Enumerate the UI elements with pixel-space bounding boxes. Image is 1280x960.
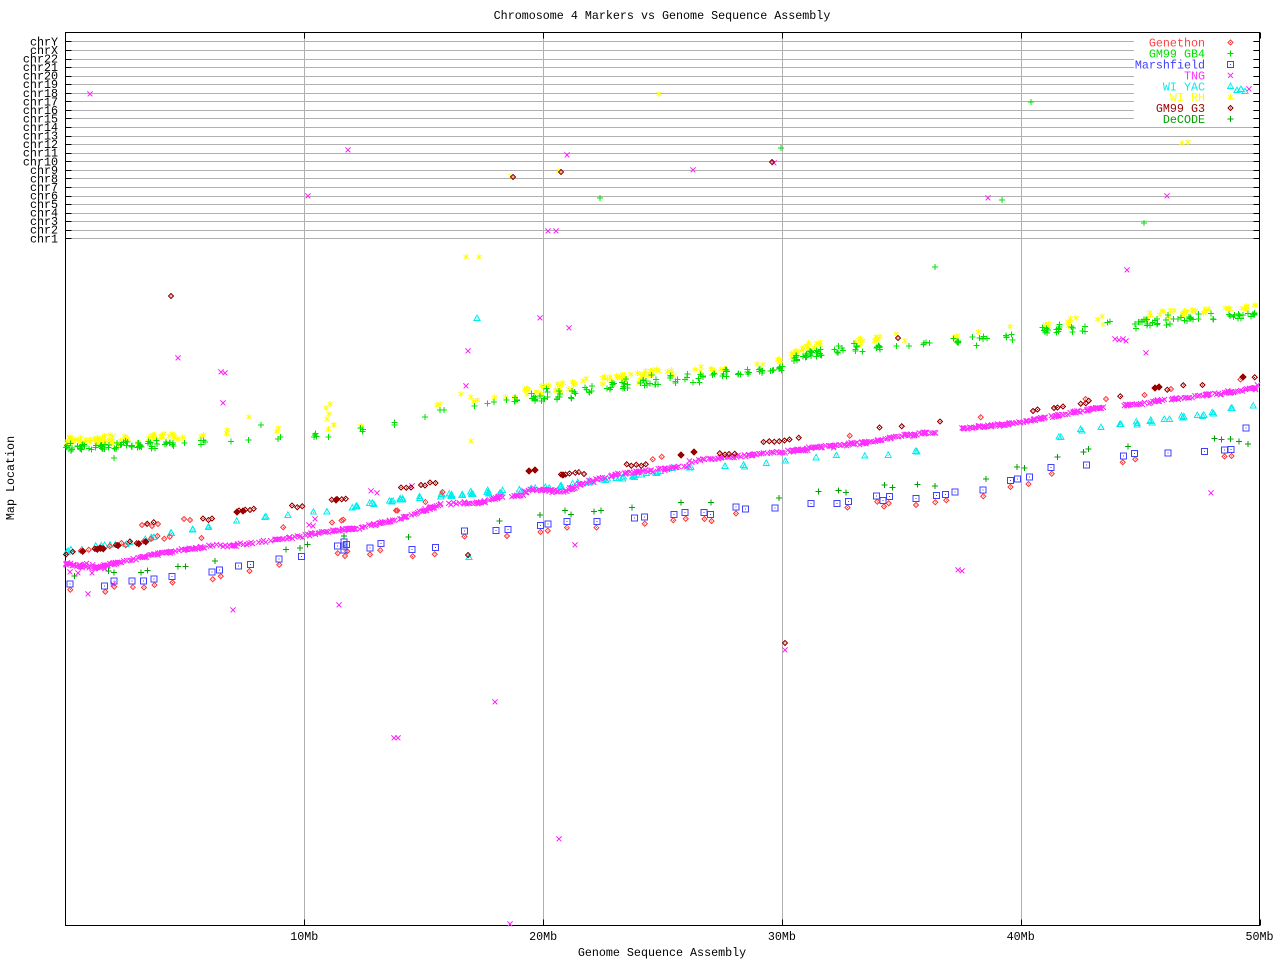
svg-text:chr8: chr8 bbox=[30, 172, 58, 186]
svg-text:chr5: chr5 bbox=[30, 198, 58, 212]
svg-text:chr20: chr20 bbox=[23, 70, 58, 84]
svg-text:Genethon: Genethon bbox=[1149, 37, 1205, 51]
svg-text:Map Location: Map Location bbox=[4, 436, 18, 520]
svg-text:chr19: chr19 bbox=[23, 78, 58, 92]
svg-text:DeCODE: DeCODE bbox=[1163, 113, 1205, 127]
svg-text:chr17: chr17 bbox=[23, 95, 58, 109]
svg-text:40Mb: 40Mb bbox=[1007, 930, 1035, 944]
svg-text:chr11: chr11 bbox=[23, 147, 58, 161]
svg-text:TNG: TNG bbox=[1184, 69, 1205, 83]
svg-text:chr6: chr6 bbox=[30, 190, 58, 204]
svg-text:chr21: chr21 bbox=[23, 61, 58, 75]
svg-text:chr9: chr9 bbox=[30, 164, 58, 178]
svg-text:Marshfield: Marshfield bbox=[1135, 59, 1205, 73]
svg-text:chrY: chrY bbox=[30, 35, 58, 49]
svg-text:chr14: chr14 bbox=[23, 121, 58, 135]
svg-text:chr15: chr15 bbox=[23, 113, 58, 127]
svg-text:GM99 GB4: GM99 GB4 bbox=[1149, 48, 1205, 62]
svg-text:10Mb: 10Mb bbox=[290, 930, 318, 944]
svg-text:chr2: chr2 bbox=[30, 224, 58, 238]
svg-text:30Mb: 30Mb bbox=[768, 930, 796, 944]
svg-text:chr16: chr16 bbox=[23, 104, 58, 118]
svg-text:WI RH: WI RH bbox=[1170, 91, 1205, 105]
svg-text:chr3: chr3 bbox=[30, 215, 58, 229]
svg-text:20Mb: 20Mb bbox=[529, 930, 557, 944]
svg-text:chr4: chr4 bbox=[30, 207, 58, 221]
svg-text:chr18: chr18 bbox=[23, 87, 58, 101]
svg-text:chr1: chr1 bbox=[30, 232, 58, 246]
svg-text:chr22: chr22 bbox=[23, 53, 58, 67]
svg-text:GM99 G3: GM99 G3 bbox=[1156, 102, 1205, 116]
svg-text:Genome Sequence Assembly: Genome Sequence Assembly bbox=[578, 946, 746, 960]
svg-text:chr10: chr10 bbox=[23, 155, 58, 169]
svg-text:WI YAC: WI YAC bbox=[1163, 80, 1205, 94]
svg-text:chr7: chr7 bbox=[30, 181, 58, 195]
svg-text:chrX: chrX bbox=[30, 44, 58, 58]
svg-text:50Mb: 50Mb bbox=[1245, 930, 1273, 944]
svg-text:chr13: chr13 bbox=[23, 130, 58, 144]
svg-text:chr12: chr12 bbox=[23, 138, 58, 152]
svg-text:Chromosome 4 Markers vs Genome: Chromosome 4 Markers vs Genome Sequence … bbox=[494, 9, 831, 23]
